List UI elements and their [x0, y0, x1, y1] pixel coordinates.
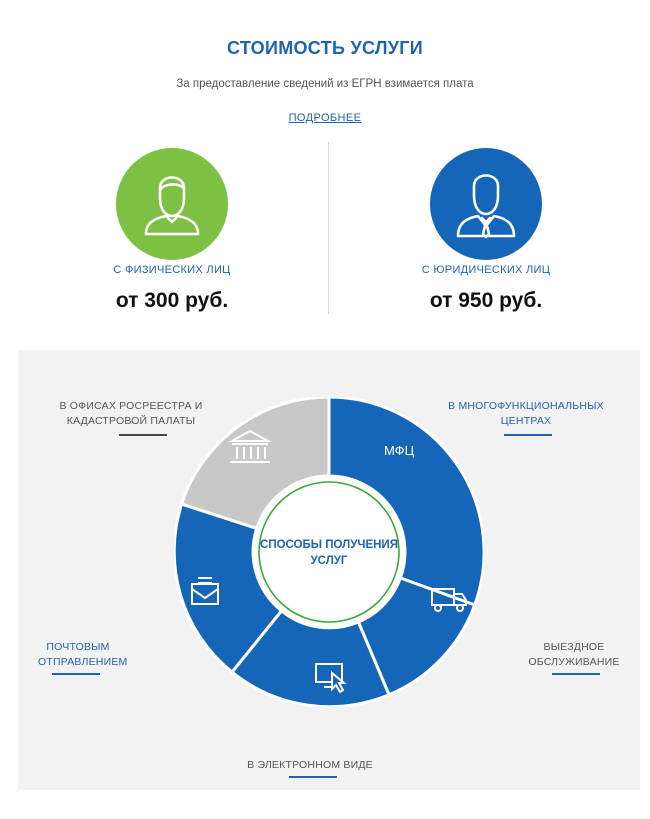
mail-envelope-icon [191, 577, 219, 605]
mail-line1: ПОЧТОВЫМ [46, 641, 110, 653]
segment-mail [174, 502, 284, 675]
mail-line2: ОТПРАВЛЕНИЕМ [38, 656, 128, 668]
methods-center-text: СПОСОБЫ ПОЛУЧЕНИЯ УСЛУГ [244, 537, 414, 569]
mfc-badge: МФЦ [384, 443, 415, 458]
page-subtitle: За предоставление сведений из ЕГРН взима… [176, 78, 474, 90]
person-avatar [116, 148, 228, 260]
offices-line1: В ОФИСАХ РОСРЕЕСТРА И [59, 400, 203, 412]
visit-underline [552, 673, 600, 675]
computer-cursor-icon [315, 663, 347, 694]
more-link[interactable]: ПОДРОБНЕЕ [288, 112, 362, 124]
mfc-label[interactable]: В МНОГОФУНКЦИОНАЛЬНЫХ ЦЕНТРАХ [436, 399, 616, 429]
businessman-avatar [430, 148, 542, 260]
offices-underline [119, 434, 167, 436]
methods-wheel [174, 397, 484, 707]
mail-label[interactable]: ПОЧТОВЫМ ОТПРАВЛЕНИЕМ [38, 640, 128, 670]
visit-label[interactable]: ВЫЕЗДНОЕ ОБСЛУЖИВАНИЕ [524, 640, 624, 670]
visit-line1: ВЫЕЗДНОЕ [543, 641, 605, 653]
mfc-underline [504, 434, 552, 436]
offices-line2: КАДАСТРОВОЙ ПАЛАТЫ [66, 415, 196, 427]
center-line2: УСЛУГ [310, 555, 348, 567]
visit-line2: ОБСЛУЖИВАНИЕ [528, 656, 620, 668]
legal-label: С ЮРИДИЧЕСКИХ ЛИЦ [421, 264, 551, 276]
delivery-truck-icon [431, 588, 467, 612]
mfc-line1: В МНОГОФУНКЦИОНАЛЬНЫХ [448, 400, 604, 412]
more-link-wrap: ПОДРОБНЕЕ [0, 108, 650, 126]
bank-building-icon [228, 429, 272, 463]
pricing-divider [328, 142, 329, 314]
electronic-line1: В ЭЛЕКТРОННОМ ВИДЕ [247, 759, 373, 771]
page-title: СТОИМОСТЬ УСЛУГИ [226, 38, 424, 58]
electronic-underline [289, 776, 337, 778]
businessman-icon [456, 174, 516, 239]
center-line1: СПОСОБЫ ПОЛУЧЕНИЯ [260, 539, 398, 551]
electronic-label[interactable]: В ЭЛЕКТРОННОМ ВИДЕ [230, 758, 390, 773]
segment-mfc [327, 397, 484, 607]
mfc-line2: ЦЕНТРАХ [500, 415, 552, 427]
offices-label[interactable]: В ОФИСАХ РОСРЕЕСТРА И КАДАСТРОВОЙ ПАЛАТЫ [56, 399, 206, 429]
legal-price: от 950 руб. [429, 289, 543, 312]
person-icon [144, 176, 200, 236]
segment-electronic [229, 608, 391, 707]
mail-underline [52, 673, 100, 675]
individuals-label: С ФИЗИЧЕСКИХ ЛИЦ [113, 264, 231, 276]
individuals-price: от 300 руб. [115, 289, 229, 312]
